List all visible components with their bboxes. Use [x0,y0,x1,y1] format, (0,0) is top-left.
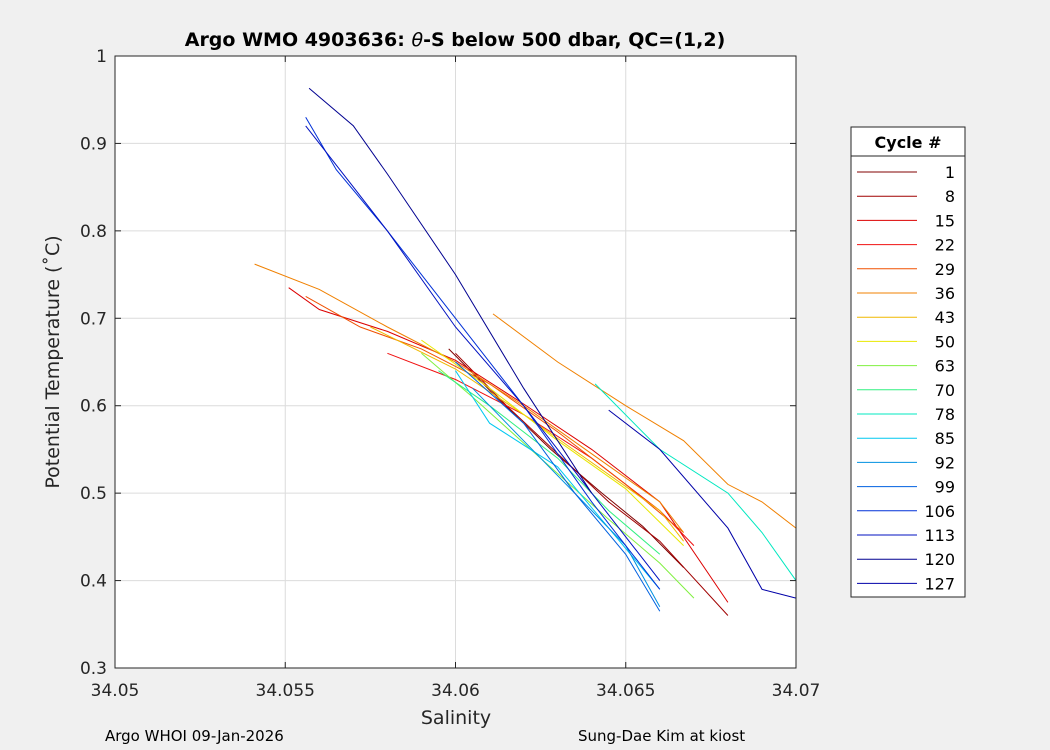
series-group [254,87,797,616]
legend-label-15: 15 [935,211,955,230]
series-line-15 [288,287,729,603]
legend-label-106: 106 [924,502,955,521]
y-tick-label: 0.7 [80,309,107,329]
footer-left: Argo WHOI 09-Jan-2026 [105,727,284,745]
series-line-99 [455,361,661,612]
x-tick-label: 34.05 [91,681,140,701]
x-tick-label: 34.055 [256,681,315,701]
legend-label-70: 70 [935,381,955,400]
legend-label-1: 1 [945,163,955,182]
y-tick-label: 0.8 [80,222,107,242]
legend-label-36: 36 [935,284,955,303]
legend-label-85: 85 [935,429,955,448]
y-axis-label: Potential Temperature (˚C) [42,235,64,488]
x-ticks: 34.05 34.055 34.06 34.065 34.07 [91,56,821,701]
footer-right: Sung-Dae Kim at kiost [578,727,745,745]
chart-title: Argo WMO 4903636: θ-S below 500 dbar, QC… [185,29,726,51]
legend-items: 1 8 15 22 29 36 43 50 63 70 78 85 92 99 106 113 120 127 [857,163,955,593]
series-line-70 [438,370,661,555]
x-axis-label: Salinity [421,707,491,729]
legend-label-99: 99 [935,478,955,497]
y-tick-label: 0.4 [80,572,107,592]
legend-label-8: 8 [945,187,955,206]
series-line-36 [254,263,684,533]
x-tick-label: 34.07 [772,681,821,701]
legend-label-127: 127 [924,574,955,593]
x-tick-label: 34.065 [596,681,655,701]
series-line-120 [308,87,593,494]
legend-label-22: 22 [935,236,955,255]
legend-label-78: 78 [935,405,955,424]
x-tick-label: 34.06 [431,681,480,701]
legend-label-63: 63 [935,357,955,376]
series-line-78 [594,383,797,581]
legend-label-120: 120 [924,550,955,569]
y-tick-label: 0.6 [80,397,107,417]
y-tick-label: 0.9 [80,134,107,154]
legend-label-43: 43 [935,308,955,327]
y-tick-label: 0.5 [80,484,107,504]
series-line-63 [421,352,695,599]
legend-label-92: 92 [935,453,955,472]
legend-label-29: 29 [935,260,955,279]
legend-box [850,126,966,598]
series-line-127 [608,409,797,599]
y-ticks: 0.3 0.4 0.5 0.6 0.7 0.8 0.9 1 [80,47,796,679]
legend-label-50: 50 [935,332,955,351]
series-line-36b [492,313,797,529]
legend: Cycle # 1 8 15 22 29 36 43 50 63 70 78 85 92 99 106 113… [850,126,966,598]
legend-title: Cycle # [875,133,942,152]
series-line-106 [305,116,661,590]
y-tick-label: 0.3 [80,659,107,679]
y-tick-label: 1 [96,47,107,67]
series-line-43 [370,326,684,542]
series-line-85 [455,370,661,590]
legend-label-113: 113 [924,526,955,545]
